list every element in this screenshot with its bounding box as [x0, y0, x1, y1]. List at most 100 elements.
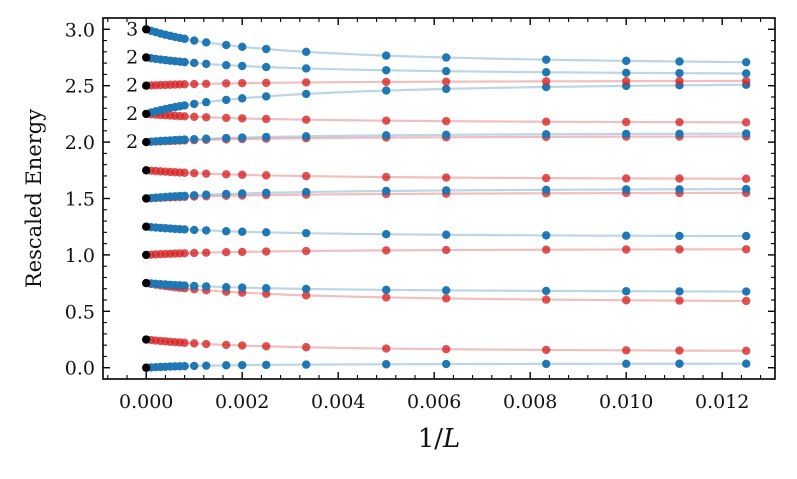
data-point-blue-5-13 — [301, 132, 311, 141]
data-point-blue-6-11 — [238, 94, 247, 103]
data-point-blue-1-11 — [238, 360, 247, 370]
y-tick-label-1: 0.5 — [65, 301, 95, 323]
data-point-blue-3-9 — [202, 226, 211, 235]
degeneracy-label-4: 2 — [126, 131, 138, 153]
data-point-red-5-18 — [675, 174, 684, 183]
data-point-blue-2-12 — [262, 283, 271, 293]
data-point-blue-8-8 — [190, 36, 199, 45]
data-point-blue-6-12 — [262, 92, 271, 101]
degeneracy-label-0: 3 — [126, 18, 138, 40]
data-point-blue-7-11 — [238, 61, 247, 71]
data-point-red-3-15 — [442, 245, 451, 255]
data-point-blue-4-9 — [202, 190, 211, 199]
data-point-blue-6-14 — [382, 86, 391, 95]
data-point-red-7-9 — [202, 113, 211, 122]
data-point-blue-3-18 — [675, 231, 684, 241]
data-point-red-7-11 — [238, 114, 247, 123]
data-point-blue-8-9 — [202, 38, 211, 47]
data-point-blue-1-17 — [622, 359, 631, 368]
limit-point-8 — [142, 109, 151, 119]
data-point-blue-5-14 — [382, 131, 391, 140]
data-point-red-7-17 — [622, 117, 631, 127]
x-tick-label-3: 0.006 — [407, 391, 461, 413]
data-point-red-5-11 — [238, 170, 247, 180]
data-point-blue-2-7 — [180, 281, 189, 290]
data-point-red-5-19 — [742, 174, 751, 183]
data-point-red-5-7 — [180, 168, 189, 177]
data-point-blue-2-13 — [301, 284, 311, 294]
data-point-blue-1-19 — [742, 359, 751, 368]
data-point-blue-3-17 — [622, 231, 631, 240]
data-point-red-3-14 — [382, 246, 391, 255]
data-point-blue-7-18 — [675, 68, 684, 78]
data-point-red-3-16 — [541, 245, 551, 254]
limit-point-4 — [142, 222, 151, 231]
data-point-blue-5-11 — [238, 133, 247, 142]
data-point-blue-5-15 — [442, 130, 451, 140]
data-point-blue-3-15 — [442, 230, 451, 239]
data-point-blue-6-9 — [202, 98, 211, 107]
limit-point-2 — [142, 278, 151, 288]
data-point-red-5-16 — [541, 173, 551, 183]
data-point-red-1-10 — [222, 340, 231, 350]
data-point-red-1-12 — [262, 342, 271, 351]
data-point-blue-4-15 — [442, 186, 451, 195]
data-point-red-3-7 — [180, 249, 189, 258]
data-point-blue-2-19 — [742, 287, 751, 296]
data-point-blue-5-9 — [202, 134, 211, 143]
data-point-blue-1-9 — [202, 361, 211, 370]
data-point-blue-2-18 — [675, 287, 684, 296]
data-point-red-2-14 — [382, 293, 391, 302]
data-point-blue-5-7 — [180, 135, 189, 144]
data-point-red-1-16 — [541, 345, 551, 355]
data-point-blue-5-17 — [622, 129, 631, 139]
y-tick-label-3: 1.5 — [65, 189, 95, 211]
data-point-red-8-14 — [382, 77, 391, 87]
data-point-blue-4-8 — [190, 191, 199, 200]
data-point-blue-1-8 — [190, 361, 199, 371]
limit-point-11 — [142, 25, 151, 34]
data-point-blue-1-13 — [301, 360, 311, 369]
data-point-red-1-9 — [202, 339, 211, 349]
data-point-red-2-17 — [622, 296, 631, 305]
data-point-blue-6-15 — [442, 84, 451, 94]
data-point-blue-4-7 — [180, 191, 189, 200]
x-tick-label-5: 0.010 — [599, 391, 653, 413]
x-axis-title: 1/L — [418, 424, 461, 454]
data-point-blue-6-10 — [222, 95, 231, 105]
data-point-red-8-7 — [180, 80, 189, 89]
limit-point-0 — [142, 363, 151, 372]
data-point-red-5-13 — [301, 171, 311, 181]
x-tick-label-6: 0.012 — [695, 391, 749, 413]
data-point-red-2-18 — [675, 296, 684, 305]
data-point-blue-7-13 — [301, 64, 311, 73]
data-point-blue-7-14 — [382, 66, 391, 75]
data-point-red-7-10 — [222, 113, 231, 123]
data-point-red-5-12 — [262, 171, 271, 180]
data-point-red-5-15 — [442, 173, 451, 182]
y-tick-label-4: 2.0 — [65, 132, 95, 154]
data-point-red-7-16 — [541, 117, 551, 126]
data-point-blue-2-10 — [222, 282, 231, 292]
data-point-blue-3-7 — [180, 225, 189, 234]
data-point-red-8-10 — [222, 79, 231, 88]
data-point-blue-3-16 — [541, 231, 551, 240]
data-point-red-8-15 — [442, 77, 451, 86]
data-point-red-8-12 — [262, 78, 271, 88]
data-point-blue-3-11 — [238, 227, 247, 236]
data-point-blue-5-19 — [742, 129, 751, 138]
data-point-red-3-11 — [238, 247, 247, 257]
data-point-blue-6-8 — [190, 99, 199, 109]
data-point-blue-5-12 — [262, 132, 271, 142]
data-point-red-1-17 — [622, 346, 631, 355]
data-point-blue-8-7 — [180, 34, 189, 44]
data-point-red-3-17 — [622, 245, 631, 254]
data-point-red-1-14 — [382, 344, 391, 353]
data-point-red-7-18 — [675, 117, 684, 127]
data-point-blue-2-16 — [541, 286, 551, 296]
limit-point-10 — [142, 53, 151, 62]
data-point-red-7-14 — [382, 116, 391, 125]
data-point-blue-2-9 — [202, 282, 211, 291]
data-point-red-2-13 — [301, 291, 311, 300]
